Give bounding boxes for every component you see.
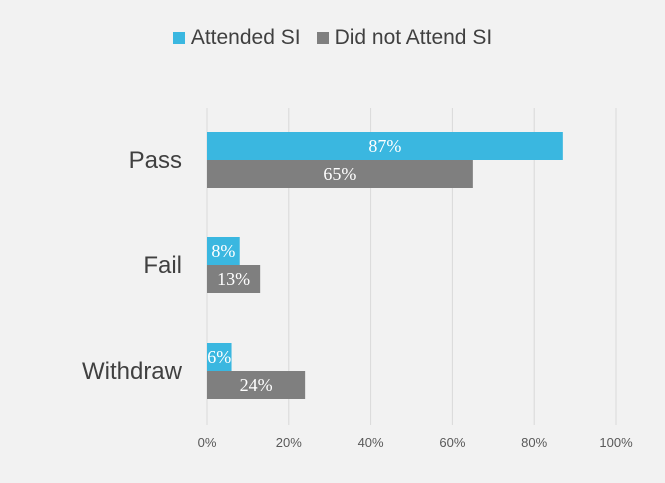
data-label: 87% [368, 136, 401, 156]
legend-label-not-attended: Did not Attend SI [334, 26, 493, 49]
legend-item-attended: Attended SI [172, 26, 301, 50]
data-label: 24% [240, 375, 273, 395]
bar [207, 371, 306, 399]
data-label: 65% [323, 164, 356, 184]
data-label: 8% [211, 241, 235, 261]
x-tick-label: 100% [599, 435, 633, 450]
x-tick-label: 0% [198, 435, 217, 450]
x-tick-label: 20% [276, 435, 302, 450]
legend-swatch-attended [172, 32, 185, 44]
data-label: 6% [207, 347, 231, 367]
bar [207, 132, 563, 160]
bar [207, 343, 232, 371]
legend-item-not-attended: Did not Attend SI [316, 26, 493, 50]
legend: Attended SI Did not Attend SI [0, 26, 665, 50]
legend-label-attended: Attended SI [190, 26, 301, 49]
bar [207, 265, 261, 293]
category-label: Pass [129, 147, 182, 174]
legend-swatch-not-attended [316, 32, 329, 44]
x-tick-label: 40% [358, 435, 384, 450]
x-tick-label: 80% [521, 435, 547, 450]
x-tick-label: 60% [439, 435, 465, 450]
data-label: 13% [217, 269, 250, 289]
bar [207, 160, 473, 188]
category-label: Withdraw [82, 358, 183, 385]
category-label: Fail [143, 252, 182, 279]
bar [207, 237, 240, 265]
